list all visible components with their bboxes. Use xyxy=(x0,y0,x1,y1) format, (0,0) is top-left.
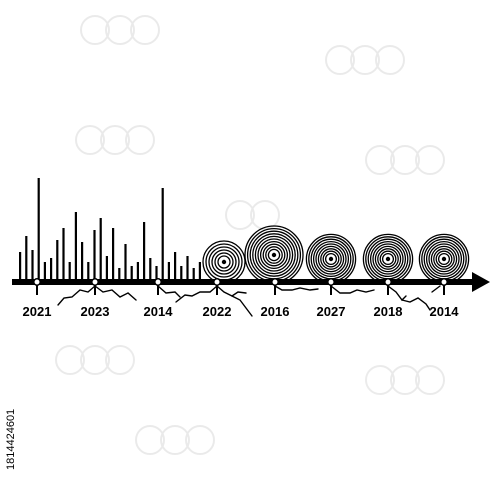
seismograph-bar xyxy=(56,240,59,279)
tick-marker-icon xyxy=(33,278,41,286)
watermark-id: 1814424601 xyxy=(5,409,17,470)
seismograph-bar xyxy=(112,228,115,279)
seismograph-bar xyxy=(43,262,46,279)
seismograph-bar xyxy=(31,250,34,279)
seismograph-bar xyxy=(62,228,65,279)
tick-line xyxy=(387,285,389,295)
seismograph-bar xyxy=(81,242,84,279)
wave-ring-group xyxy=(244,225,304,279)
seismograph-bar xyxy=(19,252,22,279)
seismograph-bar xyxy=(99,218,102,279)
crack-line xyxy=(216,285,253,317)
seismograph-bar xyxy=(87,262,90,279)
seismograph-bar xyxy=(198,262,201,279)
tick-line xyxy=(216,285,218,295)
year-label: 2018 xyxy=(374,304,403,319)
crack-line xyxy=(330,285,375,294)
crack-line xyxy=(431,285,441,293)
tick-line xyxy=(274,285,276,295)
year-label: 2022 xyxy=(203,304,232,319)
wave-ring-group xyxy=(202,240,246,279)
seismic-wave-rings xyxy=(202,225,470,279)
tick-line xyxy=(36,285,38,295)
seismograph-bar xyxy=(192,268,195,279)
seismograph-bar xyxy=(124,244,127,279)
timeline-arrowhead-icon xyxy=(472,272,490,292)
year-label: 2023 xyxy=(81,304,110,319)
tick-line xyxy=(94,285,96,295)
wave-ring-group xyxy=(362,233,414,279)
timeline-ticks: 2021 2023 2014 2022 2016 2027 2018 2014 xyxy=(23,278,460,319)
tick-marker-icon xyxy=(440,278,448,286)
crack-line xyxy=(94,285,137,301)
tick-line xyxy=(157,285,159,295)
seismograph-bar xyxy=(143,222,146,279)
seismograph-bar xyxy=(155,266,158,279)
seismograph-bar xyxy=(118,268,121,279)
tick-marker-icon xyxy=(384,278,392,286)
crack-line xyxy=(401,297,431,311)
crack-line xyxy=(231,291,247,297)
year-label: 2016 xyxy=(261,304,290,319)
watermark-pattern xyxy=(55,15,445,455)
seismograph-bar xyxy=(68,262,71,279)
wave-ring-group xyxy=(305,233,357,279)
seismograph-bar xyxy=(105,256,108,279)
seismograph-bar xyxy=(74,212,77,279)
seismograph-bar xyxy=(174,252,177,279)
timeline-axis xyxy=(12,279,476,285)
crack-line xyxy=(274,285,319,291)
seismograph-bar xyxy=(130,266,133,279)
crack-line xyxy=(387,285,407,302)
tick-line xyxy=(330,285,332,295)
seismograph-bar xyxy=(37,178,40,279)
tick-marker-icon xyxy=(154,278,162,286)
tick-marker-icon xyxy=(271,278,279,286)
year-label: 2014 xyxy=(144,304,174,319)
year-label: 2021 xyxy=(23,304,52,319)
seismograph-bar xyxy=(50,258,53,279)
ground-cracks xyxy=(57,285,441,317)
seismograph-bars xyxy=(19,178,201,279)
tick-line xyxy=(443,285,445,295)
seismograph-bar xyxy=(180,266,183,279)
crack-line xyxy=(157,285,181,298)
seismograph-bar xyxy=(93,230,96,279)
tick-marker-icon xyxy=(213,278,221,286)
seismograph-bar xyxy=(25,236,28,279)
crack-line xyxy=(57,285,96,306)
seismograph-bar xyxy=(161,188,164,279)
seismograph-bar xyxy=(167,262,170,279)
year-label: 2014 xyxy=(430,304,460,319)
tick-marker-icon xyxy=(327,278,335,286)
tick-marker-icon xyxy=(91,278,99,286)
crack-line xyxy=(175,285,218,303)
seismograph-bar xyxy=(136,262,139,279)
year-label: 2027 xyxy=(317,304,346,319)
seismograph-bar xyxy=(186,256,189,279)
wave-ring-group xyxy=(418,233,470,279)
seismograph-bar xyxy=(149,258,152,279)
